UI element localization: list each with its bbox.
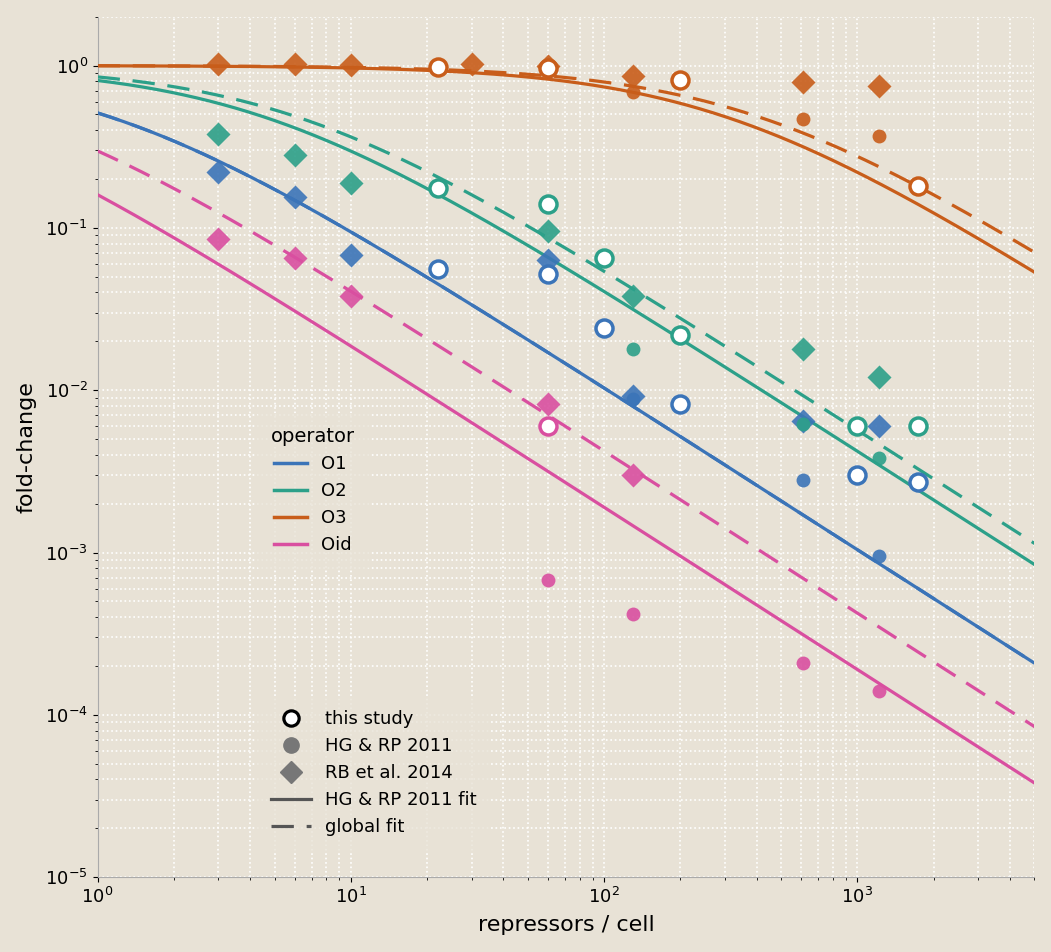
Point — [672, 397, 688, 412]
Point — [624, 467, 641, 483]
Point — [849, 419, 866, 434]
Point — [910, 475, 927, 490]
Point — [343, 175, 359, 190]
Point — [795, 341, 811, 356]
Point — [539, 397, 556, 412]
Point — [286, 189, 303, 205]
Point — [871, 451, 888, 466]
Point — [210, 165, 227, 180]
Point — [463, 56, 480, 71]
Point — [343, 248, 359, 263]
Point — [795, 416, 811, 431]
Point — [343, 57, 359, 72]
Point — [210, 126, 227, 141]
Point — [596, 321, 613, 336]
Point — [672, 72, 688, 88]
Point — [624, 84, 641, 99]
Point — [795, 413, 811, 428]
Legend: this study, HG & RP 2011, RB et al. 2014, HG & RP 2011 fit, global fit: this study, HG & RP 2011, RB et al. 2014… — [256, 696, 491, 851]
Point — [871, 548, 888, 564]
X-axis label: repressors / cell: repressors / cell — [477, 915, 655, 935]
Point — [539, 61, 556, 76]
Point — [871, 684, 888, 699]
Point — [539, 59, 556, 74]
Y-axis label: fold-change: fold-change — [17, 381, 37, 513]
Point — [795, 655, 811, 670]
Point — [539, 224, 556, 239]
Point — [343, 288, 359, 304]
Point — [429, 59, 446, 74]
Point — [624, 606, 641, 622]
Point — [624, 69, 641, 84]
Point — [624, 341, 641, 356]
Point — [672, 327, 688, 342]
Point — [286, 250, 303, 266]
Point — [539, 267, 556, 282]
Point — [624, 391, 641, 407]
Point — [795, 472, 811, 487]
Point — [539, 196, 556, 211]
Point — [910, 179, 927, 194]
Point — [910, 419, 927, 434]
Point — [795, 111, 811, 127]
Point — [624, 388, 641, 404]
Point — [210, 56, 227, 71]
Point — [871, 78, 888, 93]
Point — [871, 128, 888, 143]
Point — [429, 181, 446, 196]
Point — [849, 467, 866, 483]
Point — [795, 74, 811, 89]
Point — [539, 572, 556, 587]
Point — [210, 231, 227, 247]
Point — [429, 261, 446, 276]
Point — [596, 250, 613, 266]
Point — [286, 148, 303, 163]
Point — [539, 253, 556, 268]
Point — [286, 56, 303, 71]
Point — [539, 419, 556, 434]
Point — [871, 369, 888, 385]
Point — [624, 288, 641, 304]
Point — [871, 419, 888, 434]
